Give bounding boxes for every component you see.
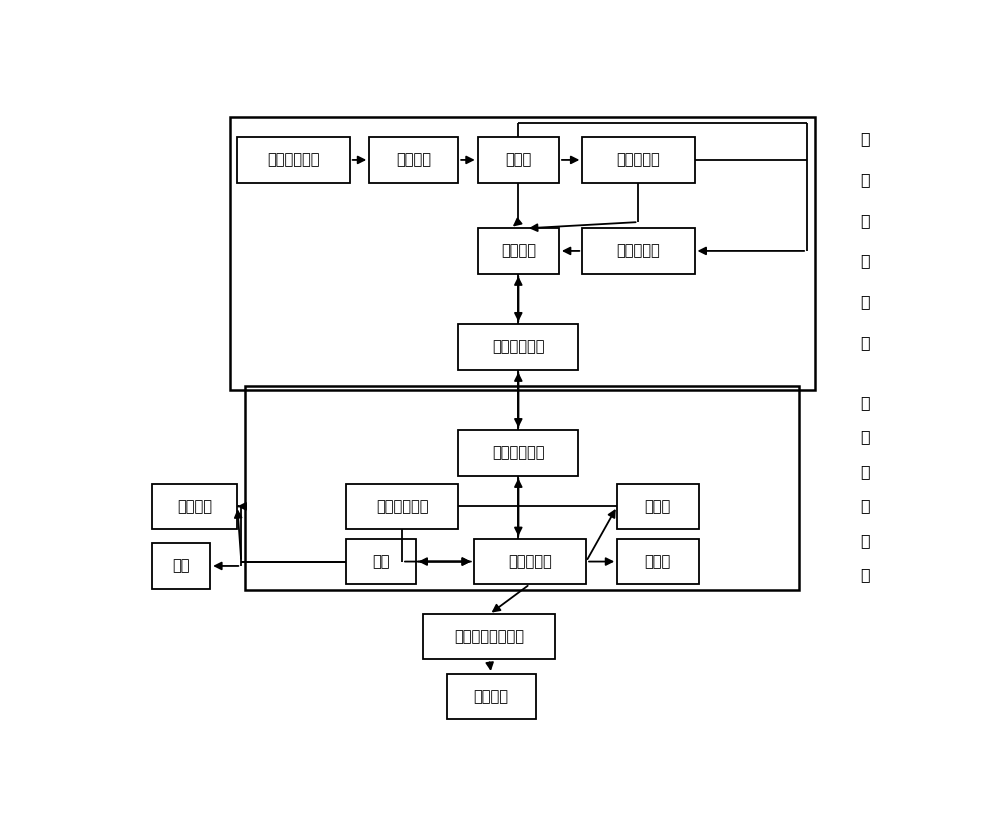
Text: 压: 压 [860,172,870,187]
Text: 监: 监 [860,213,870,227]
Text: 中: 中 [860,394,870,410]
Text: 制动装置: 制动装置 [474,689,509,704]
Text: 控: 控 [860,464,870,478]
Bar [478,228,559,274]
Bar [478,138,559,183]
Text: 中央处理器: 中央处理器 [508,554,552,569]
Bar [458,430,578,476]
Text: 蓄电池: 蓄电池 [505,152,531,167]
Bar [582,138,695,183]
Text: 微处理器: 微处理器 [501,244,536,258]
Text: 天线: 天线 [372,554,390,569]
Text: 置: 置 [860,335,870,350]
Text: 胎压传感器: 胎压传感器 [617,152,660,167]
Text: 测: 测 [860,253,870,268]
Text: 扬声器: 扬声器 [645,554,671,569]
Bar [474,539,586,584]
Text: 装: 装 [860,294,870,309]
Bar [230,117,815,390]
Bar [346,539,416,584]
Bar [152,484,237,529]
Text: 手机卡读卡器: 手机卡读卡器 [376,499,428,513]
Bar [617,484,698,529]
Text: 监控中心: 监控中心 [177,499,212,513]
Bar [582,228,695,274]
Bar [369,138,458,183]
Text: 装: 装 [860,533,870,548]
Text: 蓝牙收发模块: 蓝牙收发模块 [492,339,545,355]
Text: 胎: 胎 [860,131,870,146]
Bar [346,484,458,529]
Text: 离心充电装置: 离心充电装置 [267,152,320,167]
Text: 蓝牙收发模块: 蓝牙收发模块 [492,446,545,460]
Text: 置: 置 [860,567,870,582]
Bar [447,674,536,719]
Bar [423,615,555,659]
Text: 手机: 手机 [172,558,190,574]
Text: 制: 制 [860,498,870,513]
Bar [245,386,799,590]
Text: 温度传感器: 温度传感器 [617,244,660,258]
Bar [237,138,350,183]
Bar [617,539,698,584]
Bar [152,544,210,588]
Text: 充电电路: 充电电路 [396,152,431,167]
Text: 显示器: 显示器 [645,499,671,513]
Text: 央: 央 [860,430,870,444]
Bar [458,324,578,369]
Text: 汽车中央控制系统: 汽车中央控制系统 [454,629,524,645]
